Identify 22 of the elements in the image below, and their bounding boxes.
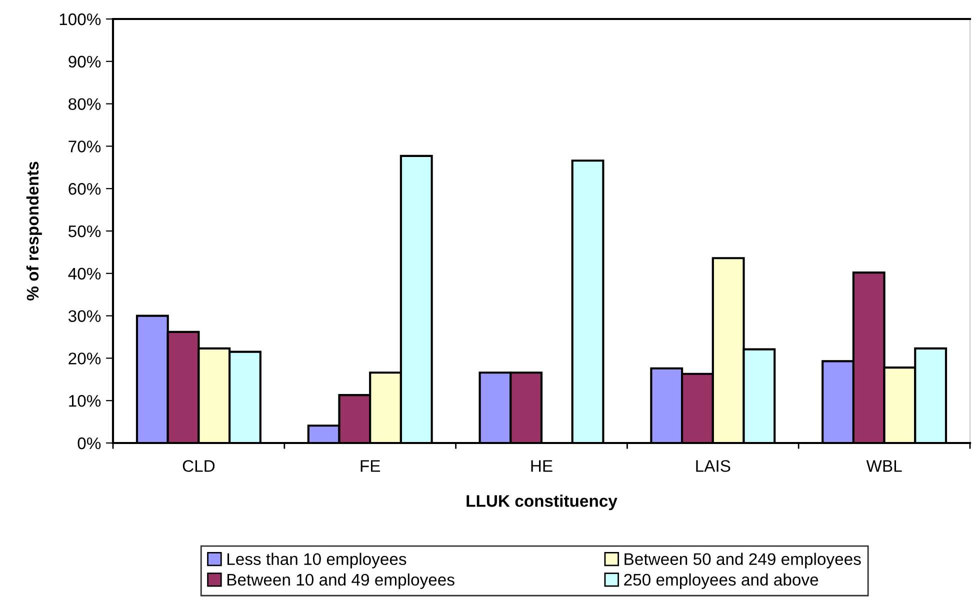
y-tick-label: 30% bbox=[68, 310, 101, 322]
legend-label: Between 50 and 249 employees bbox=[624, 552, 861, 568]
y-tick-label: 60% bbox=[68, 183, 101, 195]
x-tick-label: LAIS bbox=[696, 460, 730, 472]
x-tick-label: FE bbox=[360, 460, 380, 472]
x-tick-label: CLD bbox=[182, 460, 215, 472]
x-axis-title: LLUK constituency bbox=[466, 494, 618, 510]
y-tick-label: 90% bbox=[68, 56, 101, 68]
y-tick-label: 100% bbox=[60, 13, 101, 26]
y-tick-label: 40% bbox=[68, 268, 101, 280]
y-tick-label: 70% bbox=[68, 140, 101, 152]
legend-label: 250 employees and above bbox=[624, 573, 818, 589]
y-tick-label: 0% bbox=[78, 437, 101, 450]
y-tick-label: 20% bbox=[68, 352, 101, 364]
x-tick-label: WBL bbox=[866, 460, 902, 472]
legend-label: Less than 10 employees bbox=[227, 552, 406, 568]
y-tick-label: 80% bbox=[68, 98, 101, 110]
y-axis-title: % of respondents bbox=[26, 162, 42, 300]
x-tick-label: HE bbox=[531, 460, 552, 472]
legend-label: Between 10 and 49 employees bbox=[227, 573, 454, 589]
y-tick-label: 50% bbox=[68, 225, 101, 238]
y-tick-label: 10% bbox=[69, 395, 101, 407]
